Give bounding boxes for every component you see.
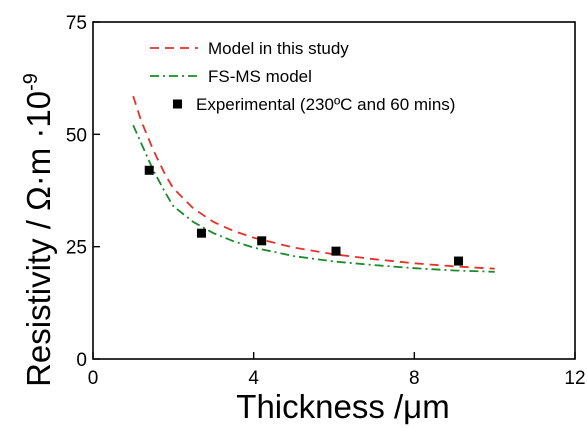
plot-frame xyxy=(92,21,576,360)
model-this-study-line xyxy=(132,95,495,270)
experimental-point xyxy=(257,236,267,246)
experimental-point xyxy=(331,246,341,256)
y-tick-label: 50 xyxy=(66,125,87,146)
x-axis-title: Thickness /μm xyxy=(236,388,449,425)
legend-label: Experimental (230ºC and 60 mins) xyxy=(196,95,455,114)
experimental-point xyxy=(454,256,464,266)
legend-label: FS-MS model xyxy=(208,67,312,86)
y-axis-title: Resistivity / Ω·m ·10-9 xyxy=(20,73,57,387)
fs-ms-model-line xyxy=(132,124,495,273)
x-tick-label: 8 xyxy=(409,368,420,389)
plot-marks xyxy=(132,95,495,273)
y-tick-label: 25 xyxy=(66,238,87,259)
experimental-point xyxy=(144,165,154,175)
legend-swatch-experimental xyxy=(173,99,182,109)
y-axis-title-main: Resistivity / Ω·m ·10 xyxy=(20,91,57,387)
x-tick-label: 4 xyxy=(248,368,259,389)
axis-ticks: 0 4 8 12 0 25 50 75 xyxy=(66,13,586,389)
y-tick-label: 75 xyxy=(66,13,87,34)
x-tick-label: 12 xyxy=(564,368,585,389)
legend: Model in this study FS-MS model Experiment… xyxy=(150,39,455,114)
y-tick-label: 0 xyxy=(76,350,87,371)
y-axis-title-exponent: -9 xyxy=(20,73,42,91)
x-tick-label: 0 xyxy=(88,368,99,389)
experimental-point xyxy=(196,228,206,238)
legend-label: Model in this study xyxy=(208,39,349,58)
